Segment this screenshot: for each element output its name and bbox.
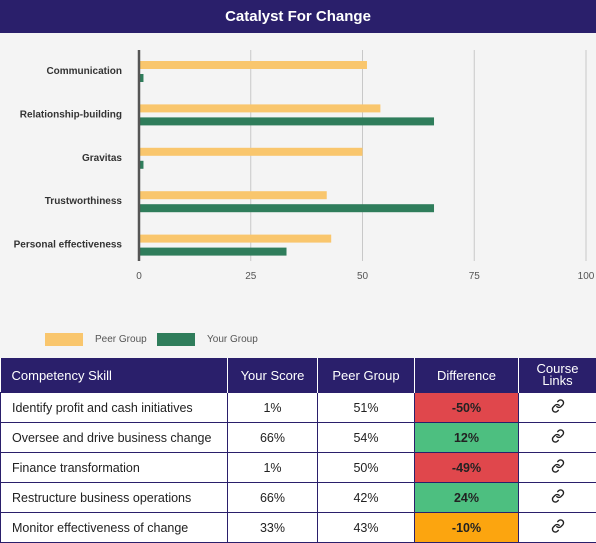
chart-panel: Communication Relationship-building Gravit…: [0, 33, 596, 358]
peer-group-cell: 51%: [317, 392, 415, 423]
link-icon[interactable]: [551, 519, 565, 536]
difference-cell: -49%: [414, 452, 519, 483]
legend-peer-label: Peer Group: [95, 334, 147, 345]
your-score-cell: 33%: [227, 512, 318, 543]
header-peer-group: Peer Group: [317, 358, 415, 393]
skill-cell: Restructure business operations: [0, 482, 228, 513]
peer-group-cell: 50%: [317, 452, 415, 483]
bar-peer-group: [139, 61, 367, 69]
your-score-cell: 66%: [227, 482, 318, 513]
difference-cell: -50%: [414, 392, 519, 423]
your-score-cell: 1%: [227, 452, 318, 483]
page-title: Catalyst For Change: [0, 0, 596, 33]
x-tick-label: 50: [357, 271, 369, 282]
bar-peer-group: [139, 147, 363, 156]
skill-cell: Finance transformation: [0, 452, 228, 483]
x-tick-label: 25: [245, 271, 257, 282]
skill-cell: Oversee and drive business change: [0, 422, 228, 453]
header-course-links: Course Links: [518, 358, 596, 393]
table-row: Monitor effectiveness of change 33% 43% -10…: [0, 512, 596, 543]
x-tick-label: 100: [578, 271, 595, 282]
bar-your-group: [139, 160, 144, 169]
link-icon[interactable]: [551, 429, 565, 446]
course-link-cell: [518, 482, 596, 513]
bar-your-group: [139, 204, 435, 213]
header-difference: Difference: [414, 358, 519, 393]
header-competency-skill: Competency Skill: [0, 358, 228, 393]
skill-cell: Identify profit and cash initiatives: [0, 392, 228, 423]
legend-your-label: Your Group: [207, 334, 258, 345]
x-tick-label: 75: [469, 271, 481, 282]
bar-chart: Communication Relationship-building Gravit…: [14, 50, 595, 282]
bar-your-group: [139, 117, 435, 126]
your-score-cell: 1%: [227, 392, 318, 423]
your-score-cell: 66%: [227, 422, 318, 453]
course-link-cell: [518, 452, 596, 483]
table-row: Oversee and drive business change 66% 54% 1…: [0, 422, 596, 453]
bar-peer-group: [139, 104, 381, 113]
difference-cell: -10%: [414, 512, 519, 543]
x-tick-label: 0: [136, 271, 142, 282]
difference-cell: 12%: [414, 422, 519, 453]
category-label: Personal effectiveness: [14, 240, 123, 251]
header-your-score: Your Score: [227, 358, 318, 393]
bar-your-group: [139, 247, 287, 256]
bar-your-group: [139, 74, 144, 82]
legend-your-swatch: [157, 333, 195, 346]
link-icon[interactable]: [551, 459, 565, 476]
course-link-cell: [518, 392, 596, 423]
table-row: Finance transformation 1% 50% -49%: [0, 452, 596, 483]
legend-peer: Peer Group: [45, 333, 147, 346]
table-row: Restructure business operations 66% 42% 24%: [0, 482, 596, 513]
category-label: Gravitas: [82, 153, 122, 164]
peer-group-cell: 42%: [317, 482, 415, 513]
link-icon[interactable]: [551, 399, 565, 416]
link-icon[interactable]: [551, 489, 565, 506]
table-row: Identify profit and cash initiatives 1% 51…: [0, 392, 596, 423]
course-link-cell: [518, 512, 596, 543]
table-header-row: Competency Skill Your Score Peer Group D…: [0, 358, 596, 393]
legend-peer-swatch: [45, 333, 83, 346]
skill-cell: Monitor effectiveness of change: [0, 512, 228, 543]
peer-group-cell: 54%: [317, 422, 415, 453]
difference-cell: 24%: [414, 482, 519, 513]
category-label: Communication: [46, 66, 122, 77]
category-label: Relationship-building: [20, 109, 122, 120]
course-link-cell: [518, 422, 596, 453]
competency-table: Competency Skill Your Score Peer Group D…: [0, 358, 596, 543]
legend-your: Your Group: [157, 333, 258, 346]
bar-peer-group: [139, 234, 332, 243]
category-label: Trustworthiness: [45, 196, 123, 207]
bar-peer-group: [139, 191, 327, 200]
peer-group-cell: 43%: [317, 512, 415, 543]
